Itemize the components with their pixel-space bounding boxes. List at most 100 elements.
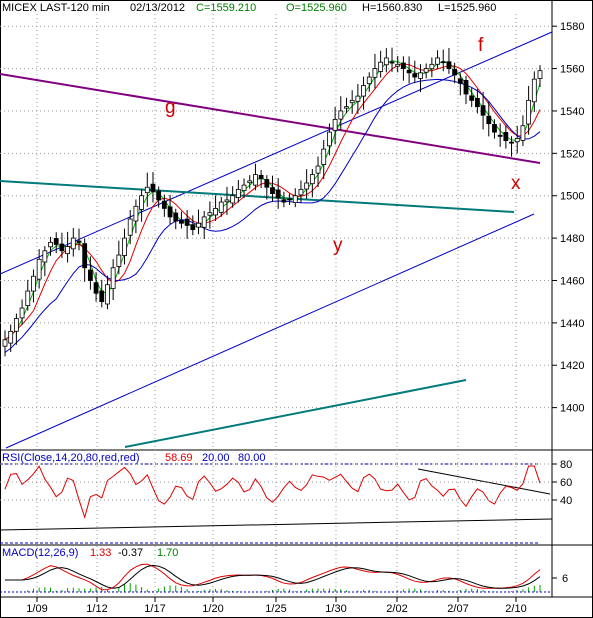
candle-body [2,339,8,347]
candle-body [492,124,497,133]
macd-tick-label-0: 6 [562,573,568,585]
candle-body [59,243,65,252]
rsi-tick-label-1: 60 [560,477,572,489]
candle-body [258,174,264,180]
x-tick-label-7: 2/07 [447,603,468,615]
macd-header-macd: 1.33 [90,547,111,559]
candle-body [531,78,537,103]
macd-header-hist: 1.70 [157,547,178,559]
candle-body [292,195,298,204]
annotation-g: g [165,97,176,118]
candle-body [167,206,173,218]
candle-body [395,63,401,67]
rsi-header-name: RSI(Close,14,20,80,red,red) [2,452,140,464]
price-tick-label-8: 1420 [560,360,584,372]
candle-body [338,110,344,120]
rsi-support-line [0,518,553,531]
x-tick-label-3: 1/20 [202,603,223,615]
candle-body [344,106,349,109]
candle-body [241,184,247,191]
teal-bottom-trendline [124,379,467,448]
rsi-header-value: 58.69 [165,452,193,464]
grid-lines [0,14,552,597]
candle-body [520,125,526,141]
annotation-x: x [511,173,521,194]
candle-body [82,243,88,269]
candle-body [87,269,93,281]
candle-body [469,95,475,101]
macd-pane [0,563,552,593]
candle-body [366,76,372,85]
header-low: L=1525.960 [438,2,496,14]
candle-body [42,250,48,263]
candle-body [327,131,332,147]
macd-header-signal: -0.37 [118,547,143,559]
candle-body [161,200,167,209]
candle-body [406,69,412,74]
candle-body [429,63,435,70]
candle-body [196,222,201,228]
macd-line [5,563,541,591]
candle-body [247,180,253,184]
candle-body [179,220,184,224]
price-tick-label-4: 1500 [560,191,584,203]
candle-body [509,141,514,144]
candle-body [230,195,236,204]
macd-signal-line [5,564,541,589]
candle-body [173,212,179,222]
candle-body [514,138,520,143]
price-tick-label-3: 1520 [560,148,584,160]
candle-body [8,330,14,344]
candle-body [355,95,361,102]
price-tick-label-2: 1540 [560,106,584,118]
x-tick-label-2: 1/17 [144,603,165,615]
x-tick-label-1: 1/12 [86,603,107,615]
x-tick-label-6: 2/02 [386,603,407,615]
candle-body [497,134,503,137]
candle-body [99,290,105,303]
rsi-tick-label-0: 80 [560,459,572,471]
x-tick-label-5: 1/30 [325,603,346,615]
candle-body [383,57,389,66]
candle-body [76,240,82,243]
rsi-line [4,465,541,520]
candle-body [418,72,423,79]
candle-body [116,254,122,267]
candle-body [281,199,287,203]
candle-body [110,267,116,289]
candle-body [13,318,19,332]
candle-body [139,195,144,210]
candle-body [213,208,218,216]
price-axis: 1580 1560 1540 1520 1500 1480 1460 1440 1420 1400 [552,21,584,415]
price-tick-label-6: 1460 [560,275,584,287]
candle-body [372,68,378,78]
candle-body [401,62,406,69]
candle-body [332,119,338,131]
candle-body [190,224,196,231]
candle-body [412,73,418,78]
candle-body [48,241,53,248]
candle-body [235,188,241,198]
candle-body [19,307,25,319]
x-tick-label-0: 1/09 [26,603,47,615]
header-high: H=1560.830 [362,2,422,14]
candle-body [321,148,327,165]
candle-body [275,189,281,199]
x-axis: 1/09 1/12 1/17 1/20 1/25 1/30 2/02 2/07 2/10 [26,597,527,615]
candle-body [184,218,190,226]
candle-body [452,68,458,76]
candle-body [474,97,480,108]
channel-upper-line [0,31,553,275]
price-tick-label-7: 1440 [560,318,584,330]
candle-body [253,174,258,186]
trendlines [0,31,553,449]
channel-lower-line [5,213,535,449]
x-tick-label-4: 1/25 [265,603,286,615]
candle-body [127,218,133,236]
candle-body [537,70,543,79]
candle-body [304,182,310,190]
candle-body [25,290,31,307]
candle-body [315,165,321,174]
